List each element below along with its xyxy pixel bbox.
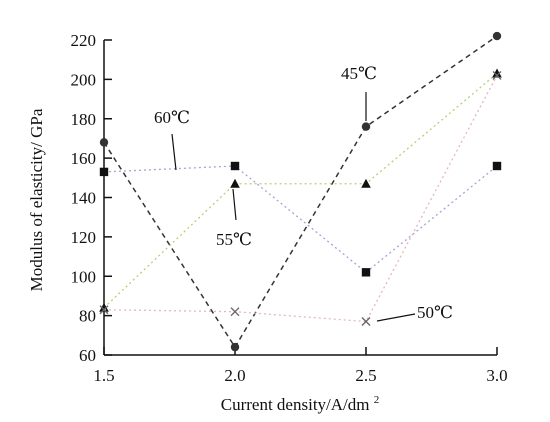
series-line — [103, 75, 498, 323]
annotation-leader — [376, 313, 416, 322]
y-tick-label: 200 — [71, 70, 97, 89]
x-axis-title: Current density/A/dm 2 — [221, 394, 379, 414]
series-line — [103, 35, 498, 349]
data-point — [361, 178, 371, 188]
data-point — [230, 178, 240, 188]
data-point — [361, 268, 371, 277]
series-line — [103, 165, 498, 274]
annotation-layer: 60℃ 45℃ 55℃ 50℃ — [154, 64, 453, 322]
data-point — [99, 305, 109, 315]
x-tick-label: 2.5 — [355, 366, 376, 385]
data-point — [230, 342, 240, 352]
data-point — [99, 138, 109, 147]
annotation-label: 60℃ — [154, 108, 190, 127]
annotation-label: 55℃ — [216, 230, 252, 249]
data-point — [492, 70, 502, 80]
y-tick-label: 160 — [71, 149, 97, 168]
annotation-label: 50℃ — [417, 303, 453, 322]
y-axis-title: Modulus of elasticity/ GPa — [27, 108, 46, 291]
data-point — [492, 31, 502, 41]
annotation-leader — [171, 133, 177, 171]
annotation-leader — [232, 188, 237, 221]
x-axis-title-superscript: 2 — [374, 394, 380, 406]
y-tick-label: 220 — [71, 31, 97, 50]
y-tick-label: 120 — [71, 228, 97, 247]
data-point — [99, 167, 109, 177]
series-line — [103, 72, 498, 309]
x-axis-title-text: Current density/A/dm — [221, 395, 370, 414]
x-tick-layer: 1.5 2.0 2.5 3.0 — [93, 347, 508, 385]
data-point — [230, 161, 240, 171]
data-point — [361, 317, 371, 327]
data-point — [230, 307, 240, 317]
y-tick-label: 80 — [79, 307, 96, 326]
annotation-label: 45℃ — [341, 64, 377, 83]
series-layer — [99, 31, 502, 352]
y-tick-label: 180 — [71, 110, 97, 129]
data-point — [361, 122, 371, 131]
y-tick-layer: 60 80 100 120 140 160 180 200 220 — [71, 31, 112, 365]
y-tick-label: 60 — [79, 346, 96, 365]
y-tick-label: 100 — [71, 267, 97, 286]
y-tick-label: 140 — [71, 189, 97, 208]
data-point — [99, 302, 109, 312]
x-tick-label: 2.0 — [224, 366, 245, 385]
data-point — [492, 161, 502, 171]
x-tick-label: 3.0 — [486, 366, 507, 385]
data-point — [492, 68, 502, 78]
x-tick-label: 1.5 — [93, 366, 114, 385]
